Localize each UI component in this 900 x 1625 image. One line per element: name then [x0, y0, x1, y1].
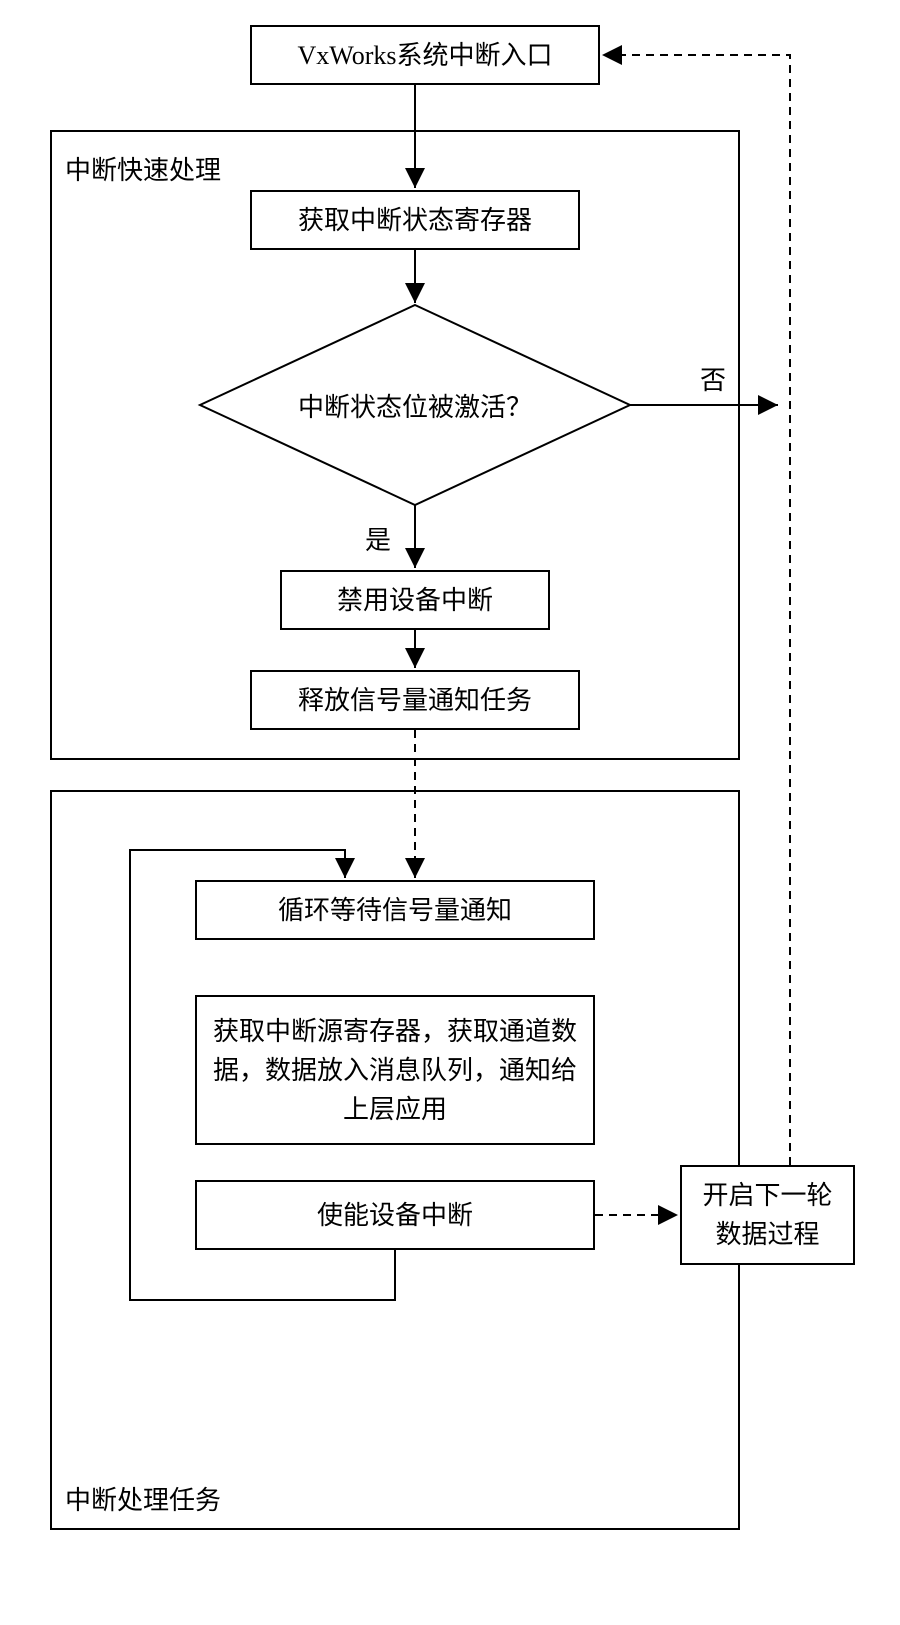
node-wait-sem-label: 循环等待信号量通知: [278, 891, 512, 930]
node-next-round: 开启下一轮数据过程: [680, 1165, 855, 1265]
node-get-source: 获取中断源寄存器，获取通道数据，数据放入消息队列，通知给上层应用: [195, 995, 595, 1145]
node-decision-label: 中断状态位被激活？: [298, 387, 532, 424]
node-disable-int-label: 禁用设备中断: [337, 581, 493, 620]
node-next-round-label: 开启下一轮数据过程: [690, 1176, 845, 1254]
node-release-sem: 释放信号量通知任务: [250, 670, 580, 730]
node-enable-int-label: 使能设备中断: [317, 1196, 473, 1235]
edge-label-yes: 是: [365, 520, 391, 557]
node-entry-label: VxWorks系统中断入口: [297, 36, 552, 75]
node-enable-int: 使能设备中断: [195, 1180, 595, 1250]
node-get-status-label: 获取中断状态寄存器: [298, 201, 532, 240]
node-get-source-label: 获取中断源寄存器，获取通道数据，数据放入消息队列，通知给上层应用: [205, 1012, 585, 1129]
node-wait-sem: 循环等待信号量通知: [195, 880, 595, 940]
node-get-status: 获取中断状态寄存器: [250, 190, 580, 250]
node-entry: VxWorks系统中断入口: [250, 25, 600, 85]
node-decision: 中断状态位被激活？: [200, 305, 630, 505]
edge-label-no: 否: [700, 360, 726, 397]
node-disable-int: 禁用设备中断: [280, 570, 550, 630]
node-release-sem-label: 释放信号量通知任务: [298, 681, 532, 720]
